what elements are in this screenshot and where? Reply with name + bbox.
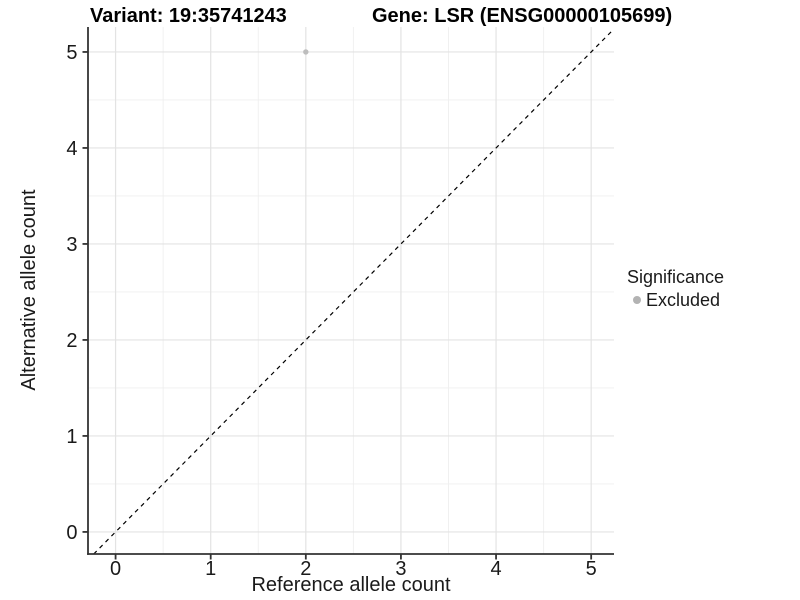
legend-entry-excluded: Excluded: [627, 290, 724, 311]
plot-title-variant: Variant: 19:35741243: [90, 5, 287, 27]
x-tick-label: 2: [300, 558, 311, 580]
x-tick-label: 3: [395, 558, 406, 580]
x-tick-label: 0: [110, 558, 121, 580]
x-tick-label: 1: [205, 558, 216, 580]
x-tick-label: 5: [586, 558, 597, 580]
x-tick-label: 4: [490, 558, 501, 580]
y-tick-label: 1: [66, 426, 77, 448]
y-tick-label: 2: [66, 330, 77, 352]
data-point: [303, 49, 309, 55]
y-tick-label: 0: [66, 522, 77, 544]
plot-title-gene: Gene: LSR (ENSG00000105699): [372, 5, 673, 27]
y-axis-title: Alternative allele count: [18, 189, 40, 391]
x-axis-title: Reference allele count: [251, 574, 451, 596]
legend-entry-label: Excluded: [646, 290, 721, 311]
legend-title: Significance: [627, 267, 725, 287]
legend: Significance Excluded: [627, 267, 724, 309]
y-tick-label: 4: [66, 138, 77, 160]
identity-reference-line: [93, 28, 615, 555]
legend-point-swatch: [633, 296, 641, 305]
y-tick-label: 5: [66, 42, 77, 64]
y-tick-label: 3: [66, 234, 77, 256]
